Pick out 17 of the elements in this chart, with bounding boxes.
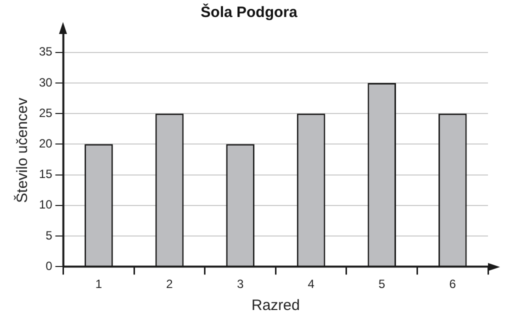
x-tick-label: 2 — [166, 277, 174, 292]
chart-title: Šola Podgora — [200, 3, 298, 22]
x-tick-label: 1 — [95, 277, 102, 292]
y-tick-label: 0 — [46, 258, 53, 273]
x-tick-label: 4 — [308, 277, 315, 292]
x-tick-label: 6 — [449, 277, 456, 292]
y-tick-label: 35 — [38, 44, 53, 59]
y-tick-label: 30 — [38, 75, 53, 90]
x-tick-label: 5 — [378, 277, 386, 292]
x-tick-label: 3 — [236, 277, 244, 292]
x-axis-title: Razred — [251, 297, 300, 314]
y-axis-title: Število učencev — [13, 97, 32, 203]
y-tick-label: 20 — [38, 136, 53, 150]
y-tick-label: 25 — [38, 106, 53, 120]
y-tick-label: 15 — [38, 167, 53, 182]
y-tick-label: 10 — [38, 198, 53, 212]
y-tick-label: 5 — [46, 228, 53, 242]
